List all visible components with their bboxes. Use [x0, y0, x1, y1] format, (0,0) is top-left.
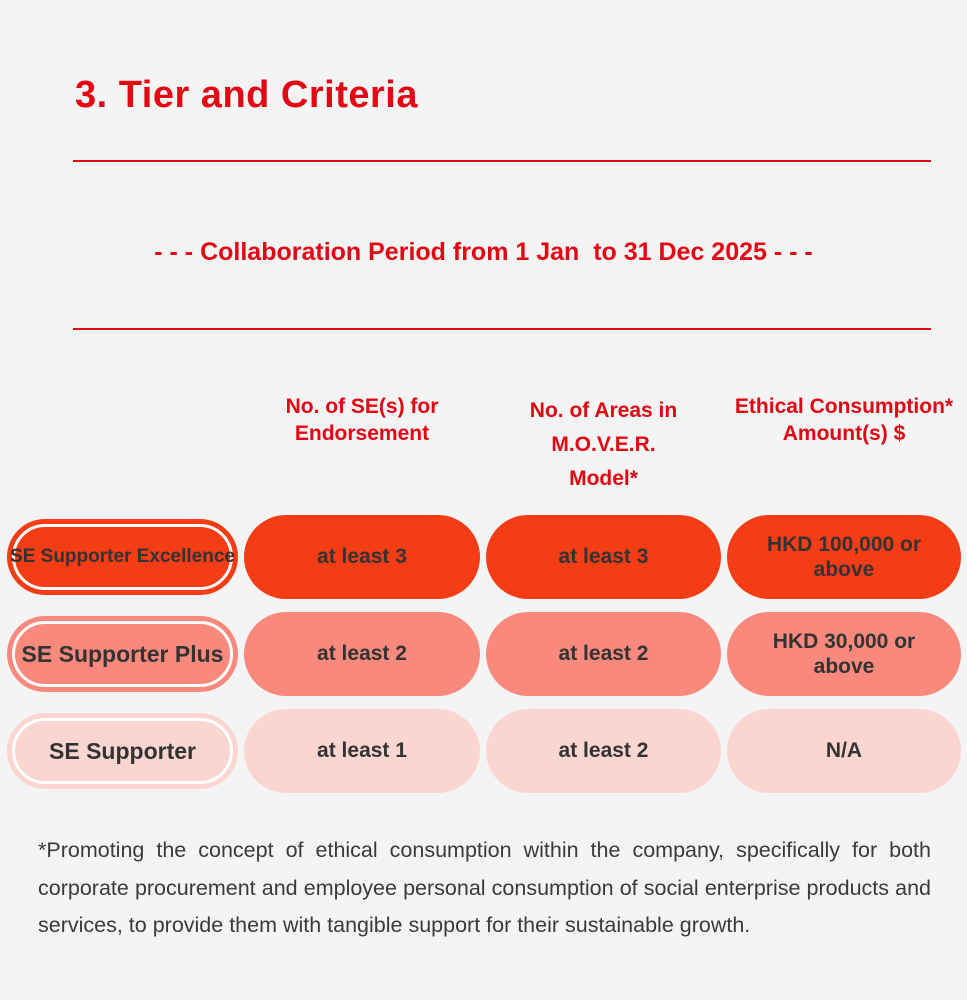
divider-top: [73, 160, 931, 162]
table-header-row: No. of SE(s) for Endorsement No. of Area…: [7, 394, 961, 496]
cell-supporter-endorsement: at least 1: [244, 709, 480, 793]
tier-label: SE Supporter Plus: [21, 640, 224, 667]
cell-plus-amount: HKD 30,000 or above: [727, 612, 961, 696]
tier-label-pill-supporter: SE Supporter: [7, 713, 238, 789]
cell-supporter-mover: at least 2: [486, 709, 721, 793]
tier-label-pill-excellence: SE Supporter Excellence: [7, 519, 238, 595]
column-header-ethical-consumption: Ethical Consumption* Amount(s) $: [734, 395, 954, 445]
tier-label: SE Supporter Excellence: [10, 546, 235, 567]
collaboration-period-text: - - - Collaboration Period from 1 Jan to…: [154, 238, 813, 266]
column-header-endorsement: No. of SE(s) for Endorsement: [285, 395, 439, 445]
footnote-text: *Promoting the concept of ethical consum…: [38, 838, 931, 937]
cell-excellence-amount: HKD 100,000 or above: [727, 515, 961, 599]
cell-plus-mover: at least 2: [486, 612, 721, 696]
page-title: 3. Tier and Criteria: [75, 74, 418, 116]
cell-plus-endorsement: at least 2: [244, 612, 480, 696]
tier-label: SE Supporter: [49, 737, 196, 764]
cell-excellence-endorsement: at least 3: [244, 515, 480, 599]
tier-table: SE Supporter Excellence at least 3 at le…: [7, 515, 961, 793]
tier-label-pill-plus: SE Supporter Plus: [7, 616, 238, 692]
divider-bottom: [73, 328, 931, 330]
cell-supporter-amount: N/A: [727, 709, 961, 793]
column-header-mover-model: No. of Areas in M.O.V.E.R. Model*: [529, 399, 678, 491]
cell-excellence-mover: at least 3: [486, 515, 721, 599]
